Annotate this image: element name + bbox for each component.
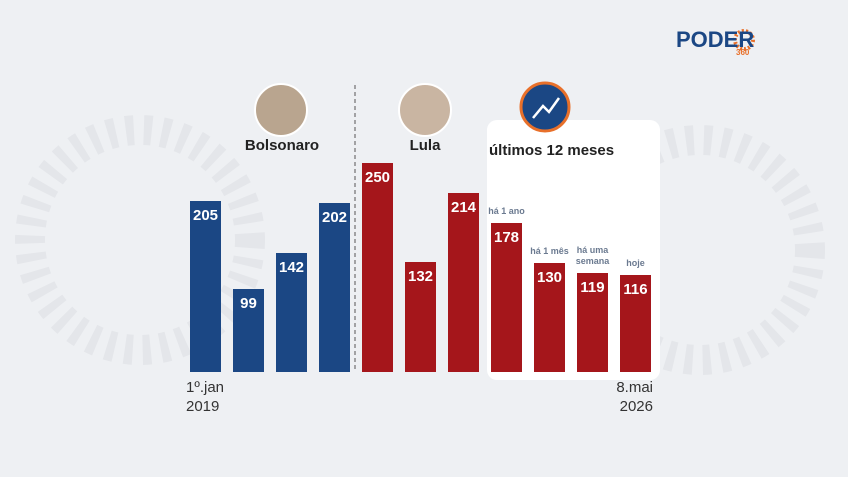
bar: 119 — [577, 272, 608, 372]
value-label: 202 — [321, 209, 348, 227]
value-label: 205 — [192, 206, 219, 224]
value-label: 99 — [240, 295, 257, 313]
value-label: 178 — [493, 229, 520, 247]
bar: 178 — [491, 223, 522, 372]
bar: 142 — [276, 253, 307, 372]
period-label: há 1 ano — [488, 206, 525, 217]
value-label: 132 — [407, 267, 434, 285]
logo: PODER — [676, 27, 755, 52]
portrait — [398, 83, 452, 137]
logo-sun — [733, 29, 755, 51]
value-label: 119 — [580, 278, 605, 296]
bar: 205 — [190, 200, 221, 372]
highlight-panel — [487, 120, 660, 380]
logo-number: 360 — [736, 48, 750, 57]
period-label: hoje — [626, 258, 645, 269]
x-label: 8.mai 2026 — [616, 379, 653, 415]
bar: 130 — [534, 263, 565, 372]
series-name: Lula — [409, 137, 441, 154]
trend-icon — [532, 97, 561, 119]
x-label: 1º.jan 2019 — [186, 379, 225, 415]
bar: 214 — [448, 193, 479, 372]
portrait — [254, 83, 308, 137]
bar: 116 — [620, 275, 651, 372]
period-label: há uma semana — [575, 244, 610, 266]
bar: 250 — [362, 163, 393, 372]
series-name: Bolsonaro — [244, 137, 320, 154]
highlight-title: últimos 12 meses — [489, 142, 615, 159]
value-label: 250 — [364, 169, 391, 186]
value-label: 142 — [278, 259, 305, 277]
value-label: 214 — [450, 199, 477, 217]
bar: 202 — [319, 203, 350, 372]
period-label: há 1 mês — [530, 246, 569, 257]
value-label: 116 — [623, 281, 648, 299]
bar: 132 — [405, 261, 436, 372]
value-label: 130 — [536, 269, 563, 287]
background-ornament — [15, 115, 265, 365]
bar: 99 — [233, 289, 264, 372]
